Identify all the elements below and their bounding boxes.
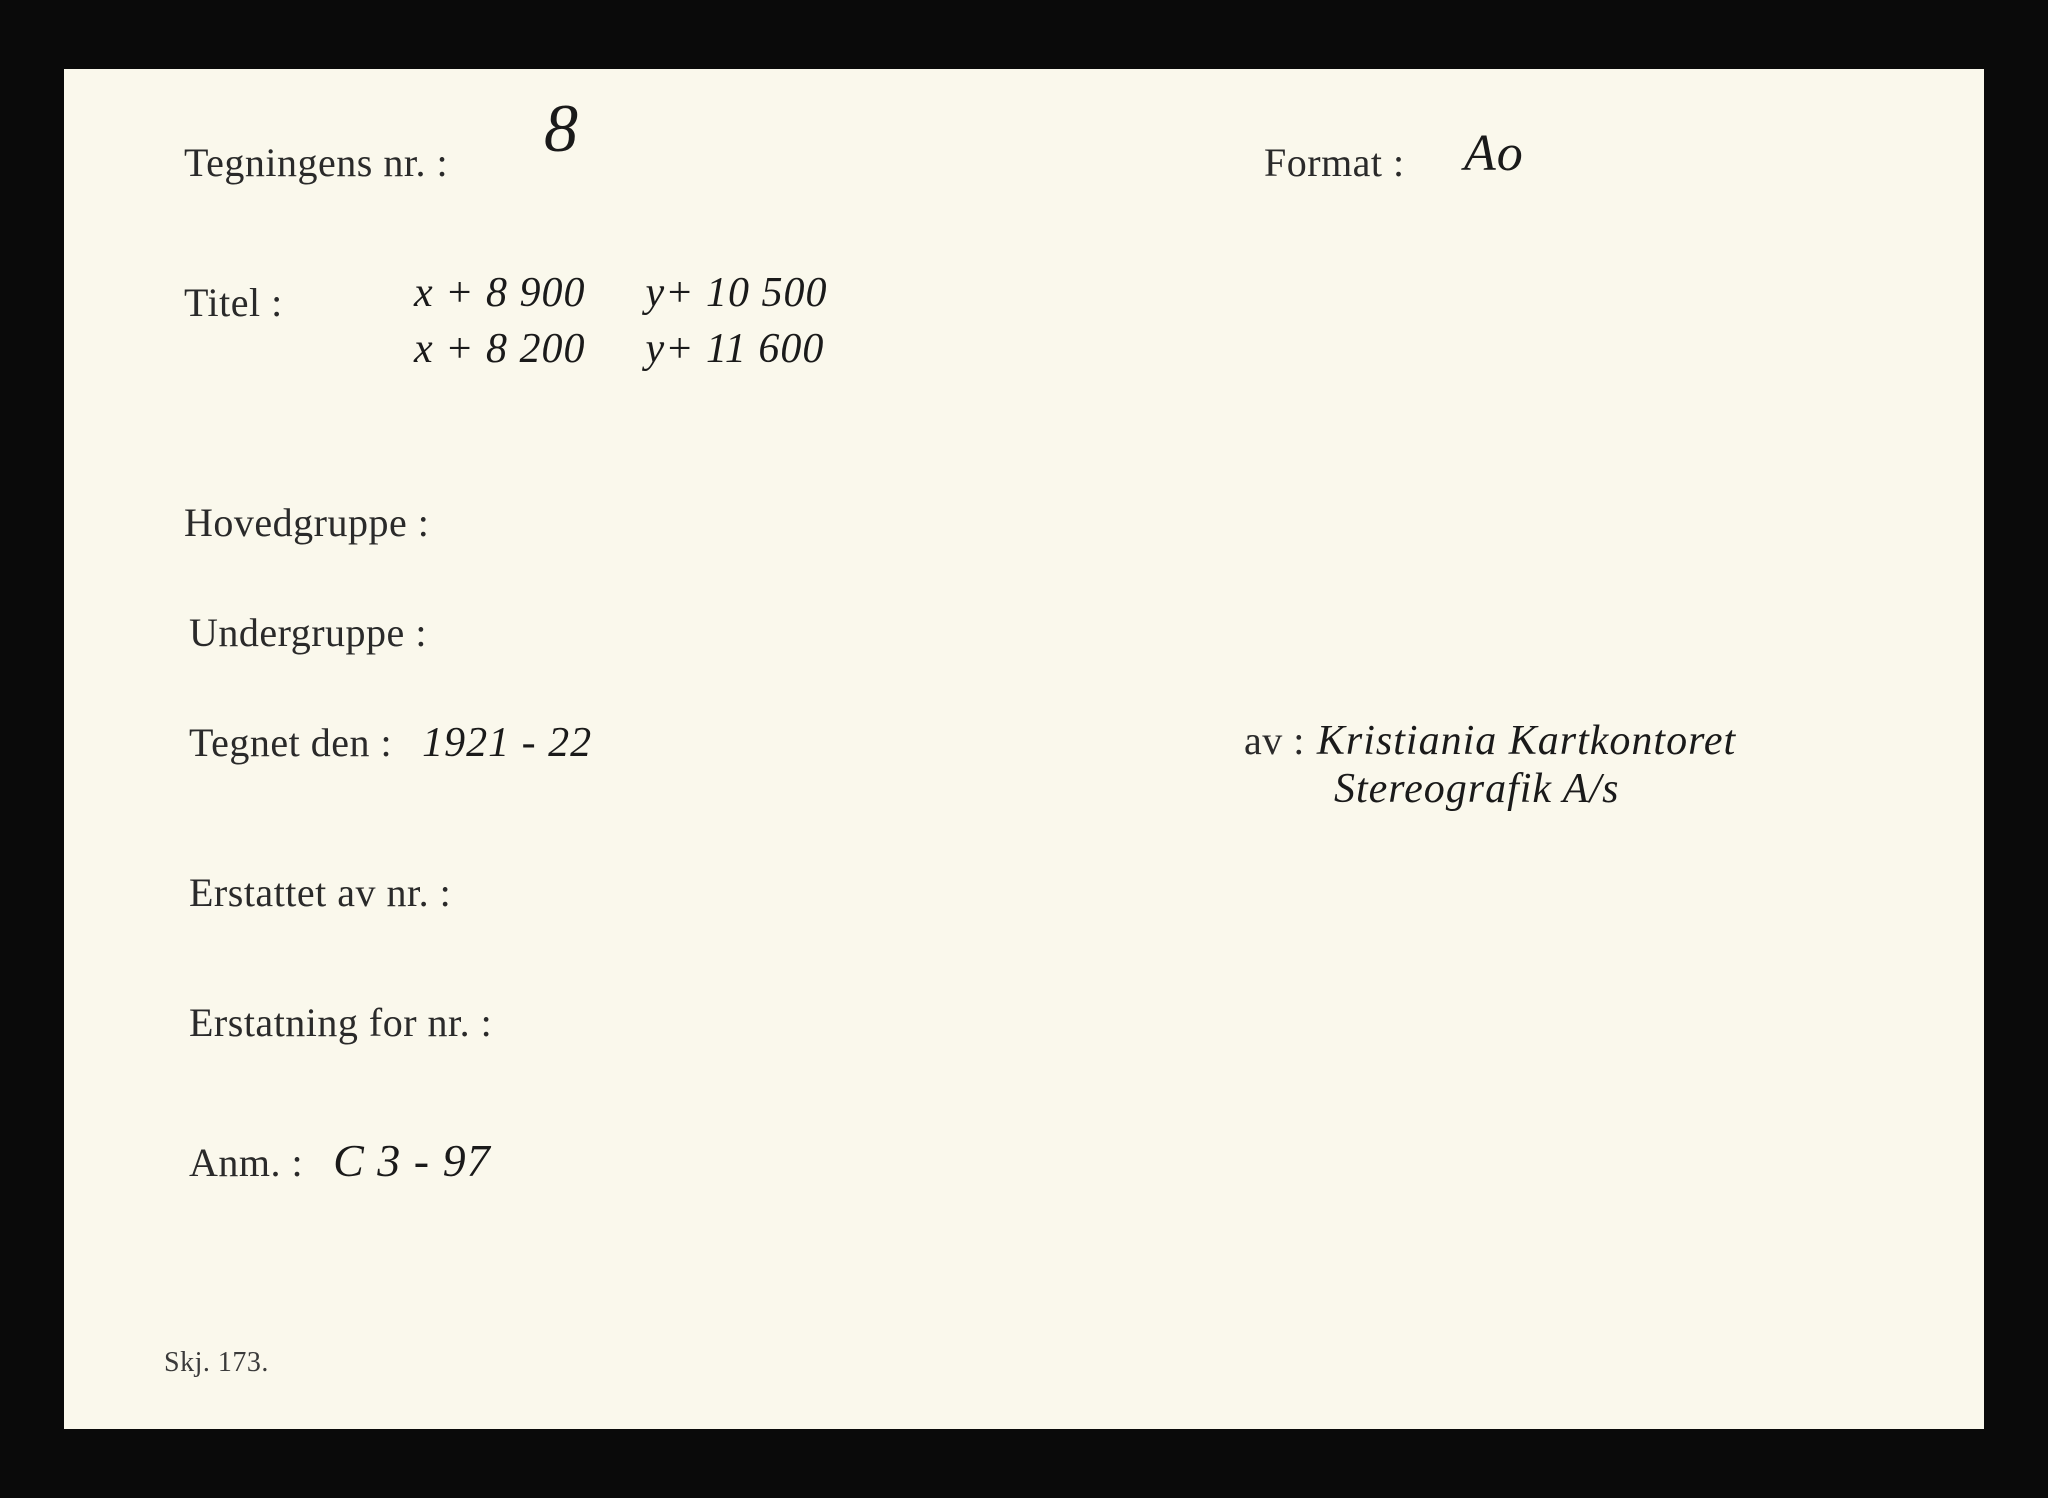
row-tegningens-nr: Tegningens nr. : bbox=[184, 139, 468, 186]
label-erstattet-av-nr: Erstattet av nr. : bbox=[189, 869, 451, 916]
index-card: Tegningens nr. : 8 Format : Ao Titel : x… bbox=[64, 69, 1984, 1429]
titel-x1: x + 8 900 bbox=[414, 269, 585, 317]
value-tegnet-den: 1921 - 22 bbox=[422, 719, 592, 767]
label-format: Format : bbox=[1264, 139, 1405, 186]
label-anm: Anm. : bbox=[189, 1139, 303, 1186]
value-av-line2: Stereografik A/s bbox=[1334, 766, 1619, 812]
row-erstatning-for-nr: Erstatning for nr. : bbox=[189, 999, 512, 1046]
value-anm: C 3 - 97 bbox=[333, 1134, 491, 1187]
row-anm: Anm. : C 3 - 97 bbox=[189, 1134, 491, 1187]
av-line-1-wrap: av : Kristiania Kartkontoret bbox=[1244, 717, 1736, 765]
titel-coordinates: x + 8 900 y+ 10 500 x + 8 200 y+ 11 600 bbox=[414, 269, 827, 373]
titel-line-2: x + 8 200 y+ 11 600 bbox=[414, 325, 827, 373]
label-tegningens-nr: Tegningens nr. : bbox=[184, 139, 448, 186]
label-av: av : bbox=[1244, 718, 1305, 763]
titel-y1: y+ 10 500 bbox=[645, 269, 827, 317]
label-tegnet-den: Tegnet den : bbox=[189, 719, 392, 766]
titel-y2: y+ 11 600 bbox=[645, 325, 824, 373]
label-titel: Titel : bbox=[184, 279, 283, 326]
label-erstatning-for-nr: Erstatning for nr. : bbox=[189, 999, 492, 1046]
value-format: Ao bbox=[1464, 124, 1524, 183]
titel-x2: x + 8 200 bbox=[414, 325, 585, 373]
value-tegningens-nr: 8 bbox=[544, 89, 579, 168]
form-id: Skj. 173. bbox=[164, 1347, 269, 1379]
value-format-wrap: Ao bbox=[1464, 124, 1524, 183]
row-undergruppe: Undergruppe : bbox=[189, 609, 447, 656]
row-av: av : Kristiania Kartkontoret Stereografi… bbox=[1244, 717, 1736, 813]
titel-line-1: x + 8 900 y+ 10 500 bbox=[414, 269, 827, 317]
value-av-line1: Kristiania Kartkontoret bbox=[1317, 718, 1736, 764]
label-undergruppe: Undergruppe : bbox=[189, 609, 427, 656]
label-hovedgruppe: Hovedgruppe : bbox=[184, 499, 429, 546]
av-line-2-wrap: Stereografik A/s bbox=[1334, 765, 1736, 813]
row-hovedgruppe: Hovedgruppe : bbox=[184, 499, 449, 546]
value-tegningens-nr-wrap: 8 bbox=[544, 89, 579, 168]
row-titel: Titel : bbox=[184, 279, 303, 326]
row-tegnet-den: Tegnet den : 1921 - 22 bbox=[189, 719, 592, 767]
row-format: Format : bbox=[1264, 139, 1425, 186]
row-erstattet-av-nr: Erstattet av nr. : bbox=[189, 869, 471, 916]
